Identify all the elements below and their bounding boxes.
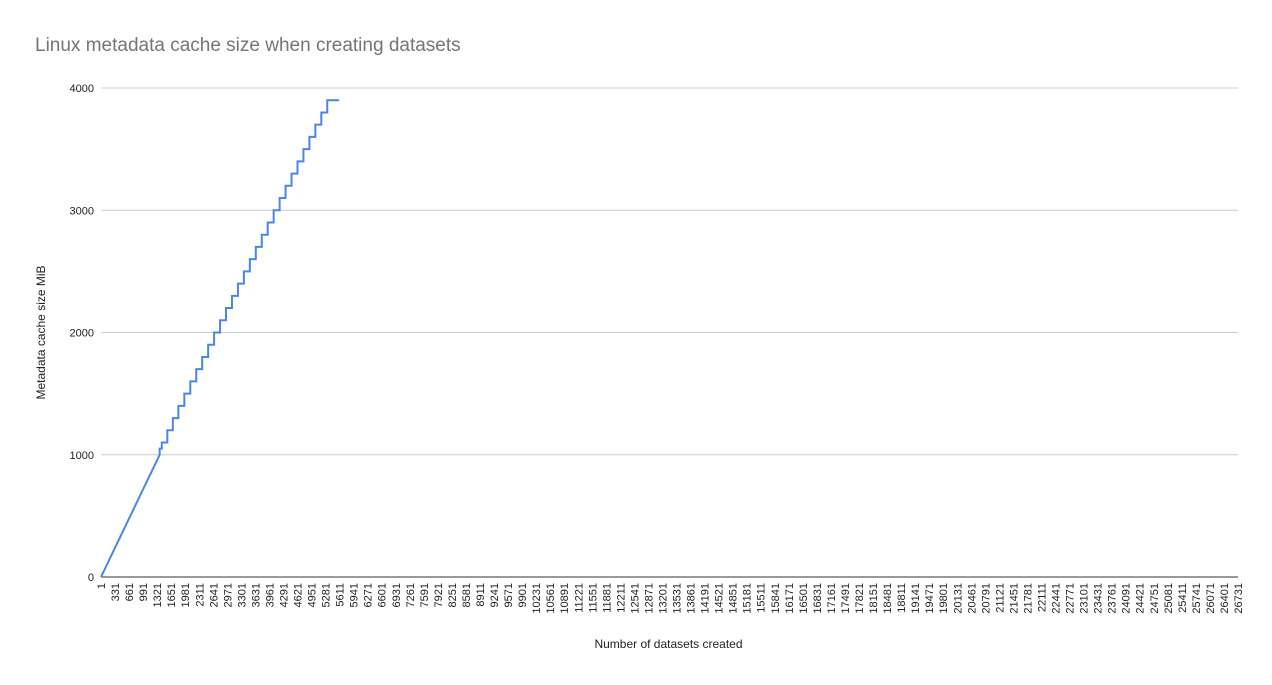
x-tick-label: 2971 [222, 583, 234, 607]
x-tick-label: 21121 [994, 583, 1006, 613]
x-tick-label: 16501 [798, 583, 810, 614]
x-tick-label: 331 [110, 583, 122, 601]
x-tick-label: 11881 [601, 583, 613, 613]
x-tick-label: 991 [138, 583, 150, 601]
x-tick-label: 2311 [194, 583, 206, 607]
x-tick-label: 26071 [1205, 583, 1217, 614]
x-tick-label: 3301 [236, 583, 248, 607]
x-tick-label: 23431 [1093, 583, 1105, 614]
x-tick-label: 22111 [1036, 583, 1048, 612]
x-tick-label: 6601 [377, 583, 389, 607]
x-tick-label: 26401 [1219, 583, 1231, 614]
x-tick-label: 16831 [812, 583, 824, 614]
x-tick-label: 23761 [1107, 583, 1119, 614]
x-tick-label: 10891 [559, 583, 571, 614]
x-tick-label: 2641 [208, 583, 220, 607]
x-tick-label: 25741 [1191, 583, 1203, 614]
y-tick-label: 1000 [70, 450, 94, 462]
x-tick-label: 17491 [840, 583, 852, 614]
x-tick-label: 1981 [180, 583, 192, 607]
y-tick-label: 3000 [70, 205, 94, 217]
x-tick-label: 21451 [1008, 583, 1020, 614]
y-tick-label: 0 [88, 572, 94, 584]
x-tick-label: 4621 [293, 583, 305, 607]
x-tick-label: 25081 [1163, 583, 1175, 614]
x-tick-label: 10561 [545, 583, 557, 614]
x-tick-label: 6931 [391, 583, 403, 607]
x-tick-label: 8251 [447, 583, 459, 607]
x-ticks-layer: 1 331 661 991 1321 1651 1981 2311 2641 2971 3301 36… [96, 583, 1245, 614]
x-tick-label: 8581 [461, 583, 473, 607]
chart-title: Linux metadata cache size when creating … [35, 35, 461, 56]
x-tick-label: 19141 [910, 583, 922, 614]
y-tick-label: 2000 [70, 328, 94, 340]
x-tick-label: 9571 [503, 583, 515, 607]
x-tick-label: 661 [124, 583, 136, 601]
x-tick-label: 18151 [868, 583, 880, 614]
x-tick-label: 7921 [433, 583, 445, 607]
series-line-metadata-cache [100, 99, 340, 578]
x-tick-label: 19801 [938, 583, 950, 614]
y-tick-label: 4000 [70, 83, 94, 95]
x-tick-label: 12211 [615, 583, 627, 613]
x-tick-label: 18811 [896, 583, 908, 613]
x-tick-label: 5941 [349, 583, 361, 607]
x-tick-label: 22441 [1051, 583, 1063, 614]
x-axis-title: Number of datasets created [594, 637, 742, 651]
x-tick-label: 5611 [335, 583, 347, 607]
x-tick-label: 14851 [728, 583, 740, 614]
x-tick-label: 9901 [517, 583, 529, 607]
x-tick-label: 15511 [756, 583, 768, 613]
y-axis-title: Metadata cache size MiB [34, 265, 48, 399]
x-tick-label: 3631 [250, 583, 262, 607]
x-tick-label: 11551 [587, 583, 599, 613]
x-tick-label: 20791 [980, 583, 992, 614]
x-tick-label: 22771 [1065, 583, 1077, 614]
x-tick-label: 18481 [882, 583, 894, 614]
x-tick-label: 7591 [419, 583, 431, 607]
grid-layer [101, 87, 1238, 456]
y-ticks-layer: 0 1000 2000 3000 4000 [70, 83, 94, 584]
x-tick-label: 5281 [321, 583, 333, 607]
x-tick-label: 15181 [742, 583, 754, 614]
x-tick-label: 8911 [475, 583, 487, 607]
x-tick-label: 21781 [1022, 583, 1034, 614]
x-tick-label: 13201 [657, 583, 669, 614]
x-tick-label: 26731 [1233, 583, 1245, 614]
x-tick-label: 14521 [714, 583, 726, 614]
x-tick-label: 15841 [770, 583, 782, 614]
x-tick-label: 6271 [363, 583, 375, 607]
x-tick-label: 20131 [952, 583, 964, 614]
x-tick-label: 24091 [1121, 583, 1133, 614]
x-tick-label: 12541 [629, 583, 641, 614]
x-tick-label: 9241 [489, 583, 501, 607]
x-tick-label: 19471 [924, 583, 936, 614]
x-tick-label: 13861 [686, 583, 698, 614]
x-tick-label: 16171 [784, 583, 796, 614]
x-tick-label: 12871 [643, 583, 655, 614]
x-tick-label: 20461 [966, 583, 978, 614]
x-tick-label: 14191 [700, 583, 712, 614]
x-tick-label: 13531 [672, 583, 684, 614]
x-tick-label: 3961 [264, 583, 276, 607]
x-tick-label: 4951 [307, 583, 319, 607]
x-tick-label: 17161 [826, 583, 838, 614]
x-tick-label: 10231 [531, 583, 543, 614]
x-tick-label: 7261 [405, 583, 417, 607]
x-tick-label: 4291 [278, 583, 290, 607]
x-tick-label: 24421 [1135, 583, 1147, 614]
x-tick-label: 24751 [1149, 583, 1161, 614]
x-tick-label: 25411 [1177, 583, 1189, 613]
x-tick-label: 17821 [854, 583, 866, 614]
x-tick-label: 1651 [166, 583, 178, 607]
x-tick-label: 1321 [152, 583, 164, 607]
x-tick-label: 1 [96, 583, 108, 589]
x-tick-label: 23101 [1079, 583, 1091, 614]
x-tick-label: 11221 [573, 583, 585, 613]
